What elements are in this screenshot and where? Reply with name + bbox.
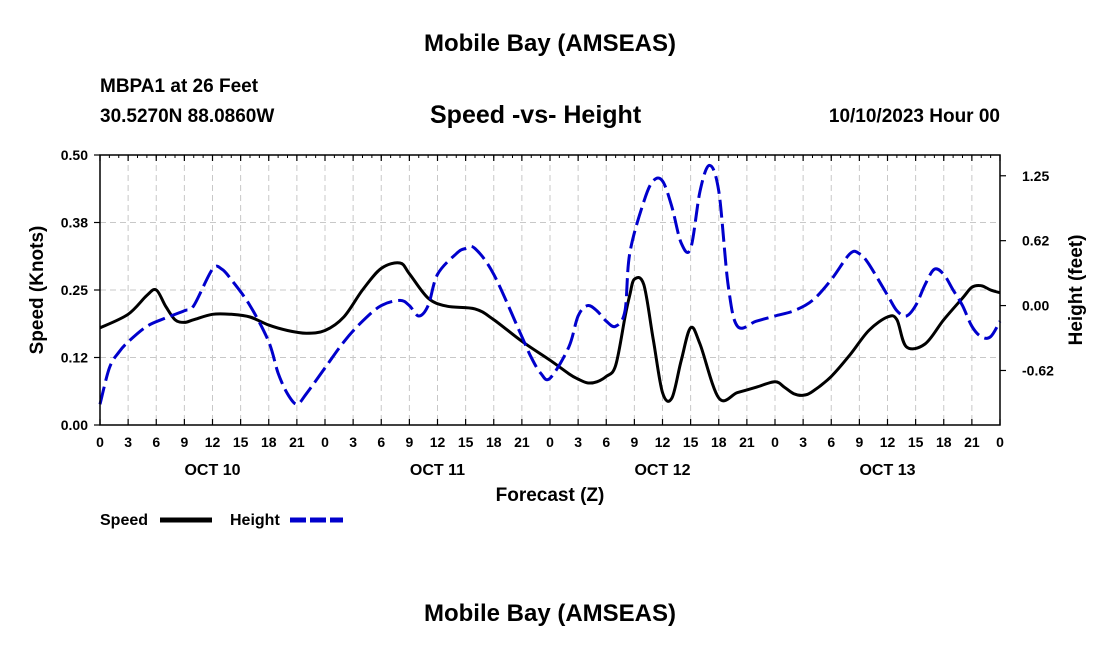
x-tick-label: 21 <box>964 434 980 450</box>
x-tick-label: 12 <box>880 434 896 450</box>
series-line-speed <box>99 261 1001 403</box>
y-left-tick-label: 0.00 <box>61 417 88 433</box>
x-tick-label: 6 <box>827 434 835 450</box>
x-tick-label: 9 <box>405 434 413 450</box>
x-tick-label: 0 <box>996 434 1004 450</box>
day-label: OCT 13 <box>859 462 915 479</box>
x-tick-label: 15 <box>458 434 474 450</box>
y-left-tick-label: 0.12 <box>61 350 88 366</box>
x-tick-label: 12 <box>205 434 221 450</box>
x-tick-label: 3 <box>574 434 582 450</box>
day-label: OCT 11 <box>410 462 465 479</box>
coordinates-label: 30.5270N 88.0860W <box>100 106 275 127</box>
y-right-tick-label: -0.62 <box>1022 362 1054 378</box>
chart-title: Mobile Bay (AMSEAS) <box>423 30 677 57</box>
x-tick-label: 18 <box>711 434 727 450</box>
station-label: MBPA1 at 26 Feet <box>100 76 259 97</box>
y-right-tick-label: 1.25 <box>1022 168 1049 184</box>
series-line-height <box>98 163 1002 406</box>
x-tick-label: 0 <box>321 434 329 450</box>
legend-height-label: Height <box>230 512 280 529</box>
speed-height-chart: 0 3 6 9 12 15 18 21 0 3 6 9 12 15 18 21 0 3 6 9 12 15 18 21 0 3 6 9… <box>27 147 1087 529</box>
x-tick-label: 9 <box>855 434 863 450</box>
grid-lines <box>100 155 1000 425</box>
x-tick-label: 3 <box>349 434 357 450</box>
x-tick-label: 9 <box>180 434 188 450</box>
x-tick-label: 3 <box>799 434 807 450</box>
legend-speed-label: Speed <box>100 512 148 529</box>
x-tick-label: 21 <box>739 434 755 450</box>
x-tick-label: 3 <box>124 434 132 450</box>
legend: Speed Height <box>100 512 343 529</box>
x-tick-label: 21 <box>514 434 530 450</box>
x-tick-label: 21 <box>289 434 305 450</box>
x-tick-label: 18 <box>261 434 277 450</box>
axes-layer: 0 3 6 9 12 15 18 21 0 3 6 9 12 15 18 21 0 3 6 9 12 15 18 21 0 3 6 9… <box>61 147 1054 479</box>
x-tick-label: 0 <box>546 434 554 450</box>
chart-subtitle: Speed -vs- Height <box>430 101 642 129</box>
y-left-tick-label: 0.50 <box>61 147 88 163</box>
series-layer <box>98 163 1002 406</box>
x-tick-label: 0 <box>96 434 104 450</box>
y-axis-label-right: Height (feet) <box>1066 235 1087 346</box>
y-right-tick-label: 0.00 <box>1022 298 1049 314</box>
y-axis-label-left: Speed (Knots) <box>27 226 48 355</box>
run-time-label: 10/10/2023 Hour 00 <box>828 106 1000 127</box>
x-tick-label: 12 <box>430 434 446 450</box>
x-tick-label: 0 <box>771 434 779 450</box>
x-tick-label: 15 <box>683 434 699 450</box>
x-axis-label: Forecast (Z) <box>496 485 605 506</box>
y-right-tick-label: 0.62 <box>1022 233 1049 249</box>
x-tick-label: 15 <box>233 434 249 450</box>
x-tick-label: 18 <box>486 434 502 450</box>
y-left-tick-label: 0.25 <box>61 282 88 298</box>
x-tick-label: 6 <box>152 434 160 450</box>
day-label: OCT 12 <box>634 462 690 479</box>
x-tick-label: 12 <box>655 434 671 450</box>
x-tick-label: 18 <box>936 434 952 450</box>
x-tick-label: 6 <box>602 434 610 450</box>
chart-title-repeat: Mobile Bay (AMSEAS) <box>423 600 677 627</box>
x-tick-label: 9 <box>630 434 638 450</box>
x-tick-label: 15 <box>908 434 924 450</box>
y-left-tick-label: 0.38 <box>61 215 88 231</box>
x-tick-label: 6 <box>377 434 385 450</box>
day-label: OCT 10 <box>184 462 240 479</box>
